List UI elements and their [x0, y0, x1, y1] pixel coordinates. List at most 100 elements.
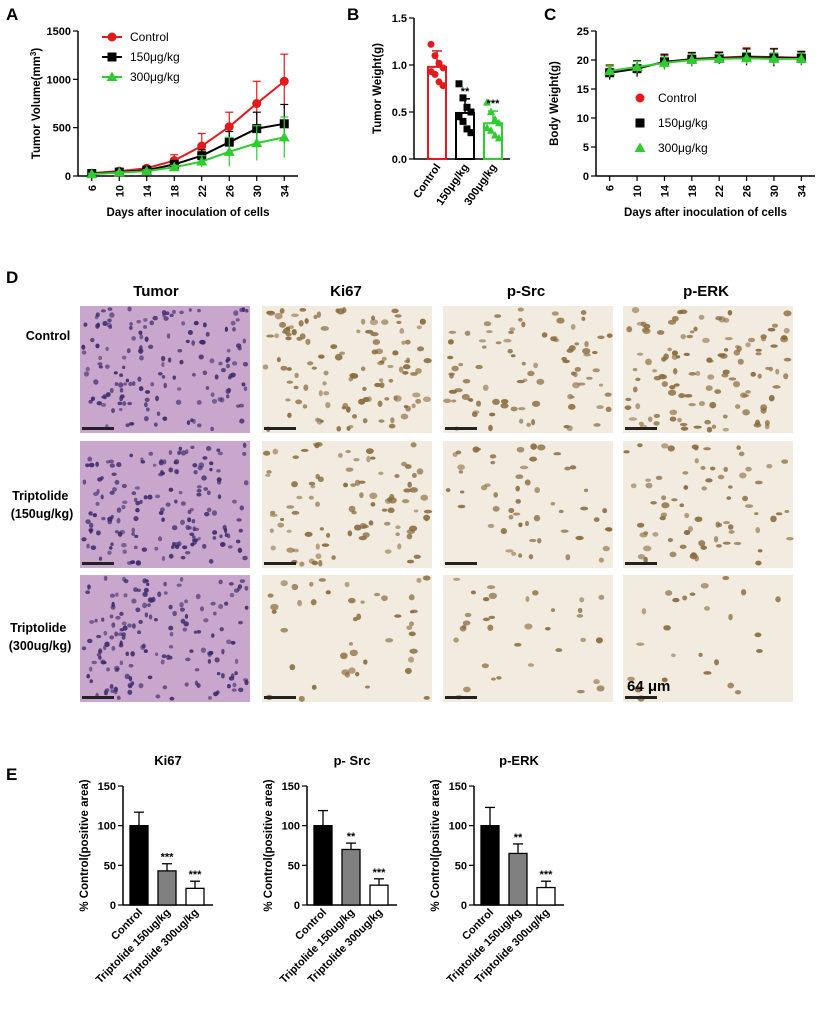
cell-nucleus [745, 342, 751, 348]
cell-nucleus [401, 499, 410, 504]
cell-nucleus [775, 368, 780, 375]
cell-nucleus [300, 448, 309, 452]
significance-marker: *** [540, 869, 554, 881]
cell-nucleus [180, 501, 186, 506]
cell-nucleus [95, 461, 99, 467]
cell-nucleus [490, 677, 496, 681]
cell-nucleus [147, 597, 153, 603]
cell-nucleus [184, 682, 189, 687]
cell-nucleus [162, 459, 167, 465]
cell-nucleus [318, 354, 325, 359]
legend-label: Control [658, 91, 697, 105]
legend-marker [106, 71, 118, 81]
cell-nucleus [392, 350, 399, 356]
cell-nucleus [88, 666, 93, 672]
cell-nucleus [192, 418, 196, 424]
cell-nucleus [304, 318, 309, 324]
cell-nucleus [677, 417, 682, 423]
scale-bar [264, 696, 296, 699]
cell-nucleus [179, 602, 184, 608]
cell-nucleus [161, 374, 166, 379]
cell-nucleus [189, 532, 195, 536]
cell-nucleus [677, 310, 683, 315]
cell-nucleus [705, 385, 713, 391]
cell-nucleus [183, 621, 189, 627]
data-point [427, 40, 435, 48]
cell-nucleus [595, 637, 603, 644]
cell-nucleus [221, 648, 225, 655]
cell-nucleus [274, 312, 283, 320]
cell-nucleus [101, 516, 106, 521]
cell-nucleus [182, 627, 188, 632]
data-point [768, 53, 780, 63]
cell-nucleus [643, 545, 652, 552]
bar [480, 825, 500, 906]
cell-nucleus [592, 350, 598, 355]
tissue-image-tumor-control [80, 306, 250, 433]
cell-nucleus [238, 528, 243, 533]
cell-nucleus [655, 475, 663, 481]
cell-nucleus [448, 330, 457, 334]
cell-nucleus [196, 488, 202, 493]
cell-nucleus [325, 590, 331, 595]
cell-nucleus [783, 327, 790, 334]
cell-nucleus [368, 520, 374, 526]
cell-nucleus [280, 580, 288, 587]
cell-nucleus [394, 474, 400, 478]
cell-nucleus [632, 386, 638, 393]
cell-nucleus [131, 336, 136, 341]
cell-nucleus [170, 545, 175, 549]
cell-nucleus [318, 560, 323, 567]
column-header-ki67: Ki67 [330, 283, 362, 300]
cell-nucleus [95, 343, 100, 349]
tissue-background [262, 575, 432, 702]
cell-nucleus [755, 560, 762, 566]
cell-nucleus [370, 502, 376, 507]
cell-nucleus [462, 379, 471, 384]
cell-nucleus [378, 419, 385, 423]
cell-nucleus [161, 654, 167, 659]
cell-nucleus [118, 407, 123, 412]
cell-nucleus [728, 485, 733, 489]
cell-nucleus [775, 596, 781, 603]
cell-nucleus [196, 485, 202, 489]
cell-nucleus [322, 381, 327, 386]
cell-nucleus [81, 646, 87, 651]
cell-nucleus [320, 326, 329, 331]
bar [508, 852, 528, 906]
cell-nucleus [680, 426, 689, 431]
legend-marker [107, 52, 117, 62]
cell-nucleus [728, 613, 733, 621]
cell-nucleus [413, 554, 421, 559]
cell-nucleus [653, 421, 660, 426]
cell-nucleus [742, 409, 750, 416]
cell-nucleus [303, 384, 309, 391]
cell-nucleus [274, 333, 280, 339]
data-point [455, 113, 463, 121]
cell-nucleus [518, 522, 523, 528]
scale-bar [445, 427, 477, 430]
cell-nucleus [717, 474, 725, 480]
cell-nucleus [114, 668, 119, 673]
cell-nucleus [169, 313, 174, 318]
cell-nucleus [232, 499, 237, 504]
series-Control [605, 47, 806, 79]
cell-nucleus [298, 320, 304, 327]
cell-nucleus [732, 381, 741, 388]
cell-nucleus [131, 491, 137, 496]
data-point [459, 117, 467, 125]
cell-nucleus [574, 342, 580, 346]
cell-nucleus [374, 382, 382, 388]
data-point [495, 133, 503, 142]
cell-nucleus [237, 547, 243, 553]
cell-nucleus [393, 395, 398, 401]
x-tick-label: 22 [714, 185, 726, 197]
cell-nucleus [623, 450, 630, 454]
cell-nucleus [202, 322, 207, 328]
cell-nucleus [342, 402, 349, 408]
cell-nucleus [533, 514, 541, 522]
cell-nucleus [220, 542, 226, 548]
cell-nucleus [189, 649, 194, 653]
cell-nucleus [159, 459, 164, 464]
cell-nucleus [117, 401, 123, 406]
